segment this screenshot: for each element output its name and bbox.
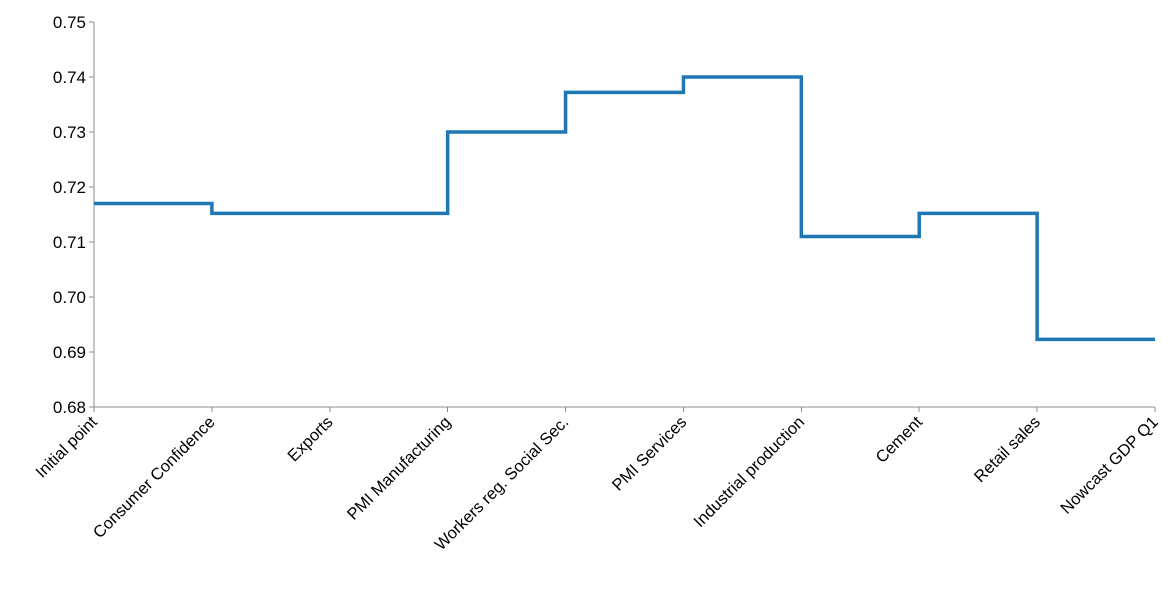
x-tick-label: Initial point [32, 413, 101, 482]
x-tick-label: PMI Manufacturing [344, 413, 455, 524]
y-axis: 0.68 0.69 0.70 0.71 0.72 0.73 0.74 0.75 [53, 13, 95, 417]
y-tick-label: 0.70 [53, 288, 86, 307]
x-tick-label: Consumer Confidence [90, 413, 219, 542]
x-tick-label: PMI Services [609, 413, 690, 494]
y-tick-label: 0.71 [53, 233, 86, 252]
x-tick-label: Exports [284, 413, 336, 465]
series-line [94, 75, 1155, 342]
x-tick-label: Nowcast GDP Q1 [1057, 413, 1162, 518]
y-tick-label: 0.75 [53, 13, 86, 32]
series-group [94, 75, 1155, 342]
x-tick-label: Industrial production [690, 413, 808, 531]
y-tick-label: 0.69 [53, 343, 86, 362]
y-tick-label: 0.68 [53, 398, 86, 417]
y-tick-label: 0.73 [53, 123, 86, 142]
x-tick-label: Cement [872, 413, 926, 467]
x-tick-label: Workers reg. Social Sec. [431, 413, 572, 554]
x-tick-label: Retail sales [971, 413, 1044, 486]
y-tick-label: 0.74 [53, 68, 86, 87]
y-tick-label: 0.72 [53, 178, 86, 197]
